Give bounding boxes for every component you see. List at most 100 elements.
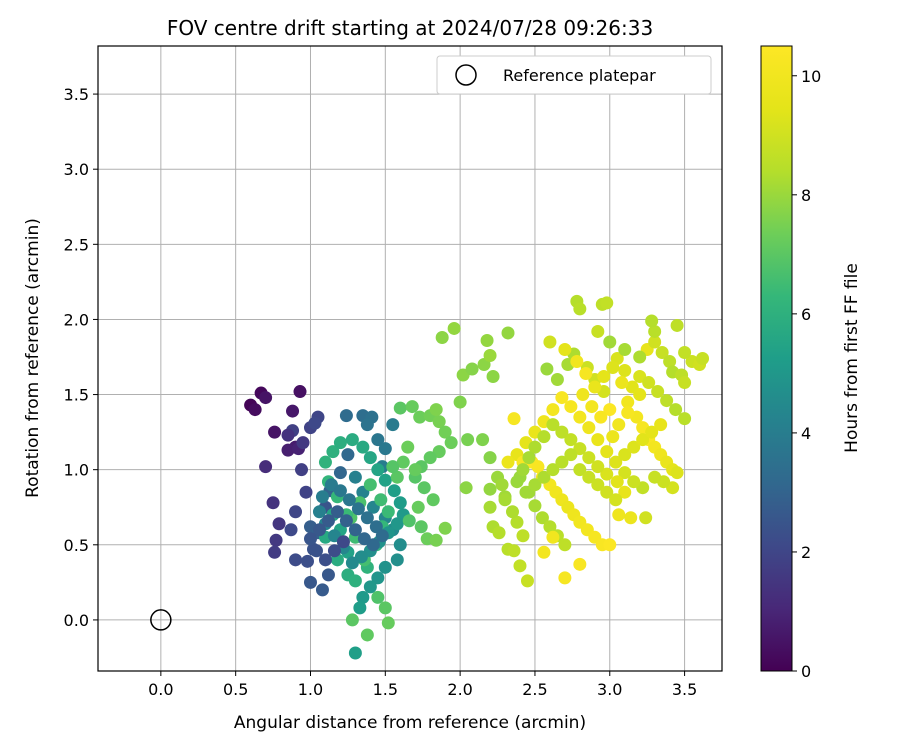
data-point bbox=[615, 376, 629, 390]
data-point bbox=[654, 418, 668, 432]
y-tick-label: 1.0 bbox=[64, 461, 89, 480]
data-point bbox=[333, 466, 347, 480]
data-point bbox=[555, 455, 569, 469]
data-point bbox=[396, 455, 410, 469]
data-point bbox=[348, 646, 362, 660]
data-point bbox=[342, 493, 356, 507]
data-point bbox=[603, 403, 617, 417]
data-point bbox=[633, 350, 647, 364]
y-tick-label: 2.0 bbox=[64, 310, 89, 329]
data-point bbox=[555, 425, 569, 439]
y-tick-label: 3.0 bbox=[64, 160, 89, 179]
data-point bbox=[408, 463, 422, 477]
data-point bbox=[618, 485, 632, 499]
data-point bbox=[339, 409, 353, 423]
data-point bbox=[603, 335, 617, 349]
data-point bbox=[648, 335, 662, 349]
data-point bbox=[321, 568, 335, 582]
data-point bbox=[266, 496, 280, 510]
data-point bbox=[492, 526, 506, 540]
data-point bbox=[558, 538, 572, 552]
data-point bbox=[558, 571, 572, 585]
data-point bbox=[564, 448, 578, 462]
data-point bbox=[417, 481, 431, 495]
data-point bbox=[360, 511, 374, 525]
x-tick-label: 2.0 bbox=[447, 680, 472, 699]
x-tick-label: 0.0 bbox=[148, 680, 173, 699]
data-point bbox=[353, 601, 367, 615]
data-point bbox=[618, 448, 632, 462]
data-point bbox=[453, 395, 467, 409]
data-point bbox=[531, 460, 545, 474]
data-point bbox=[309, 544, 323, 558]
data-point bbox=[606, 361, 620, 375]
data-point bbox=[506, 505, 520, 519]
data-point bbox=[333, 484, 347, 498]
data-point bbox=[558, 342, 572, 356]
colorbar-tick-label: 10 bbox=[801, 67, 821, 86]
data-point bbox=[363, 478, 377, 492]
data-point bbox=[546, 463, 560, 477]
data-point bbox=[356, 590, 370, 604]
data-point bbox=[356, 440, 370, 454]
data-point bbox=[564, 433, 578, 447]
x-tick-label: 3.5 bbox=[672, 680, 697, 699]
data-point bbox=[303, 575, 317, 589]
data-point bbox=[519, 485, 533, 499]
data-point bbox=[483, 348, 497, 362]
data-point bbox=[594, 410, 608, 424]
data-point bbox=[386, 460, 400, 474]
data-point bbox=[678, 345, 692, 359]
data-point bbox=[371, 571, 385, 585]
data-point bbox=[281, 428, 295, 442]
data-point bbox=[648, 470, 662, 484]
data-point bbox=[315, 583, 329, 597]
data-point bbox=[618, 364, 632, 378]
data-point bbox=[345, 433, 359, 447]
data-point bbox=[393, 401, 407, 415]
data-point bbox=[318, 455, 332, 469]
legend-marker-icon bbox=[455, 64, 477, 86]
data-point bbox=[330, 505, 344, 519]
data-point bbox=[516, 529, 530, 543]
data-point bbox=[495, 478, 509, 492]
data-point bbox=[390, 470, 404, 484]
data-point bbox=[381, 505, 395, 519]
data-point bbox=[438, 425, 452, 439]
data-point bbox=[341, 448, 355, 462]
data-point bbox=[610, 475, 624, 489]
gridlines bbox=[98, 46, 722, 671]
y-tick-label: 3.5 bbox=[64, 85, 89, 104]
data-point bbox=[696, 352, 710, 365]
data-point bbox=[600, 485, 614, 499]
data-point bbox=[435, 330, 449, 344]
colorbar-tick-label: 8 bbox=[801, 186, 811, 205]
data-point bbox=[345, 613, 359, 627]
colorbar: 0 2 4 6 8 10 Hours from first FF file bbox=[760, 45, 862, 681]
plot-frame bbox=[97, 45, 723, 672]
data-point bbox=[624, 511, 638, 525]
data-point bbox=[429, 403, 443, 417]
data-point bbox=[528, 440, 542, 454]
data-point bbox=[312, 523, 326, 537]
data-point bbox=[612, 508, 626, 522]
data-point bbox=[498, 493, 512, 507]
x-axis-ticks: 0.0 0.5 1.0 1.5 2.0 2.5 3.0 3.5 bbox=[148, 671, 697, 699]
data-point bbox=[378, 473, 392, 487]
data-point bbox=[603, 538, 617, 552]
data-point bbox=[401, 440, 415, 454]
data-point bbox=[483, 500, 497, 514]
data-point bbox=[588, 380, 602, 394]
data-point bbox=[295, 463, 309, 477]
data-point bbox=[286, 404, 300, 418]
data-point bbox=[645, 425, 659, 439]
data-point bbox=[546, 530, 560, 544]
data-point bbox=[327, 544, 341, 558]
data-point bbox=[501, 326, 515, 340]
data-point bbox=[510, 475, 524, 489]
data-point bbox=[528, 478, 542, 492]
data-point bbox=[378, 601, 392, 615]
legend-box bbox=[436, 55, 712, 95]
data-point bbox=[411, 500, 425, 514]
